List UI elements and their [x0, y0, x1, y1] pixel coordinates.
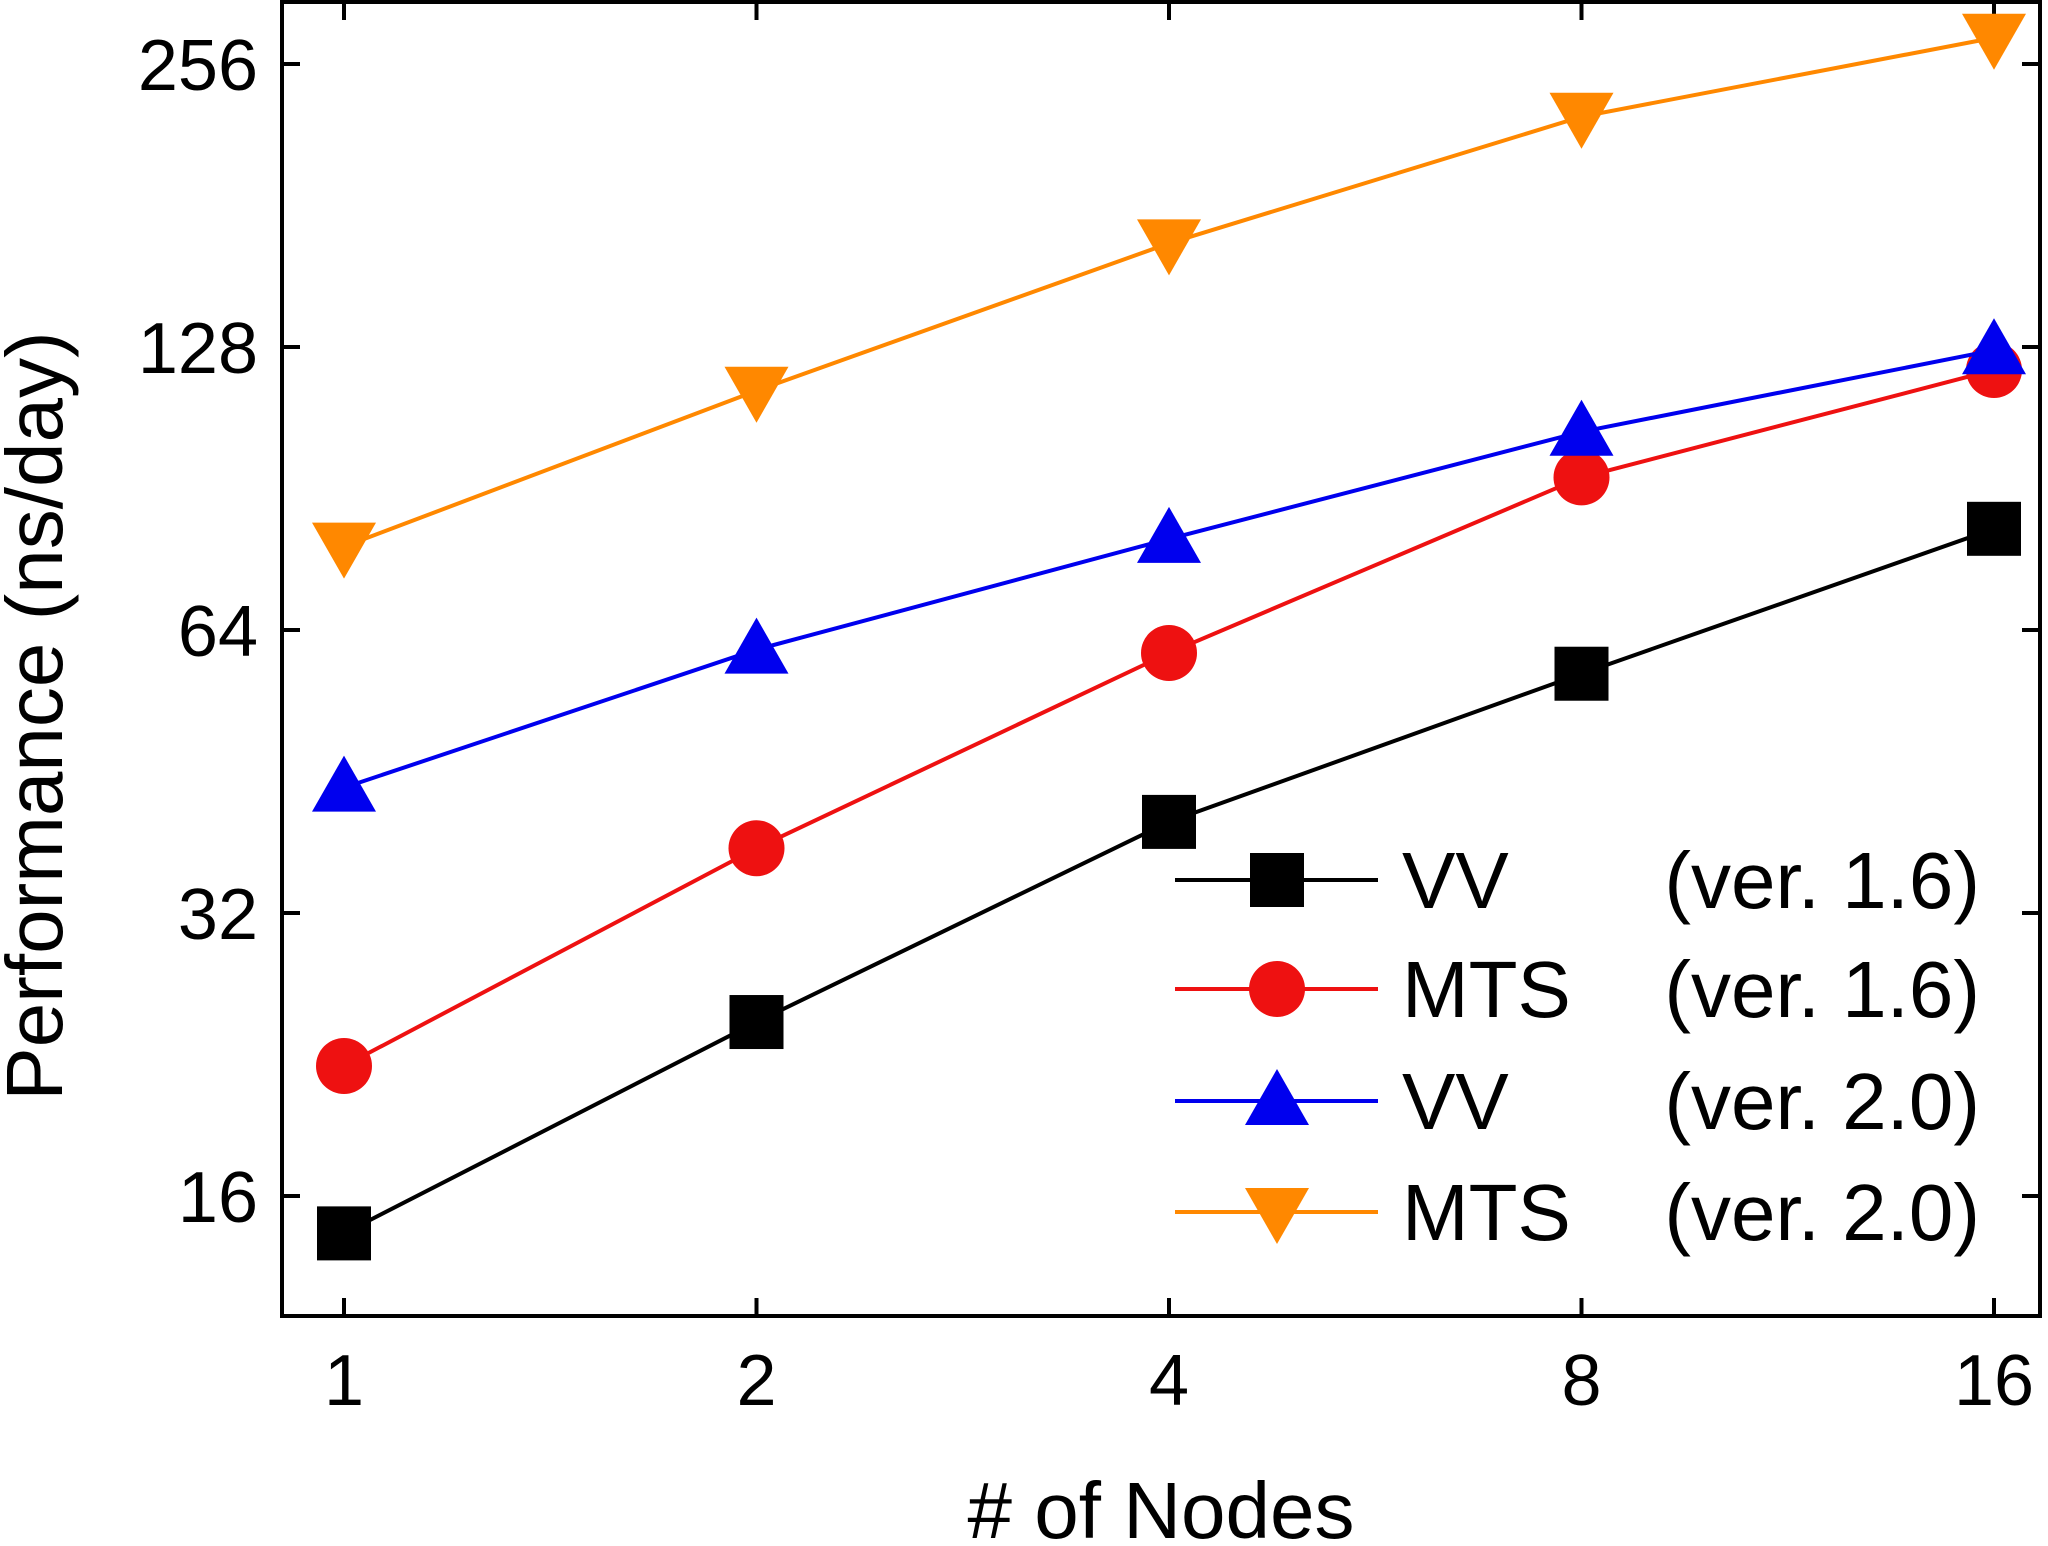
data-point [729, 995, 784, 1050]
legend-series-version: (ver. 1.6) [1664, 836, 1980, 925]
data-point [728, 820, 785, 877]
data-point [316, 1037, 372, 1094]
x-axis-title: # of Nodes [968, 1466, 1355, 1546]
data-point [1137, 219, 1201, 276]
x-tick-label: 4 [1149, 1341, 1189, 1421]
data-point [317, 1206, 371, 1261]
plot-frame [280, 0, 2042, 1318]
legend-marker [1249, 961, 1305, 1017]
legend-marker [1245, 1069, 1309, 1125]
data-point [312, 522, 376, 579]
legend-entry: MTS (ver. 1.6) [1175, 945, 1980, 1034]
legend-series-version: (ver. 2.0) [1664, 1168, 1980, 1257]
data-point [1549, 92, 1614, 149]
data-point [724, 617, 789, 674]
data-point [1142, 794, 1196, 849]
legend-series-version: (ver. 1.6) [1664, 945, 1980, 1034]
y-tick-label: 128 [138, 309, 258, 389]
data-point [1967, 501, 2021, 556]
data-point [724, 366, 789, 423]
legend-entry: VV (ver. 1.6) [1175, 836, 1980, 925]
legend-series-name: VV [1402, 836, 1509, 925]
data-point [312, 755, 376, 812]
x-tick-label: 16 [1954, 1341, 2034, 1421]
data-point [1137, 506, 1201, 563]
y-axis-title: Performance (ns/day) [0, 331, 79, 1100]
series-layer [312, 13, 2026, 1261]
legend-series-name: MTS [1402, 945, 1571, 1034]
legend-entry: MTS (ver. 2.0) [1175, 1168, 1980, 1257]
y-tick-label: 64 [178, 592, 258, 672]
axes: 1 2 4 8 16 16 32 64 128 256 [138, 0, 2042, 1421]
x-tick-label: 1 [324, 1341, 364, 1421]
y-tick-label: 32 [178, 875, 258, 955]
legend-marker [1250, 853, 1304, 907]
legend-entry: VV (ver. 2.0) [1175, 1057, 1980, 1146]
data-point [1962, 13, 2026, 70]
legend-series-version: (ver. 2.0) [1664, 1057, 1980, 1146]
y-tick-label: 16 [178, 1158, 258, 1238]
legend-series-name: VV [1402, 1057, 1509, 1146]
legend: VV (ver. 1.6)MTS (ver. 1.6)VV (ver. 2.0)MTS… [1175, 836, 1980, 1257]
series-0 [317, 501, 2021, 1261]
data-point [1554, 646, 1609, 701]
data-point [1962, 318, 2026, 375]
series-line [343, 348, 1995, 790]
series-2 [312, 318, 2026, 812]
legend-series-name: MTS [1402, 1168, 1571, 1257]
data-point [1549, 399, 1614, 456]
series-1 [316, 341, 2022, 1094]
y-tick-label: 256 [138, 26, 258, 106]
data-point [1553, 449, 1610, 506]
x-tick-label: 8 [1561, 1341, 1601, 1421]
legend-marker [1245, 1188, 1309, 1244]
series-line [343, 35, 1995, 549]
data-point [1141, 624, 1197, 681]
x-tick-label: 2 [736, 1341, 776, 1421]
series-3 [312, 13, 2026, 579]
